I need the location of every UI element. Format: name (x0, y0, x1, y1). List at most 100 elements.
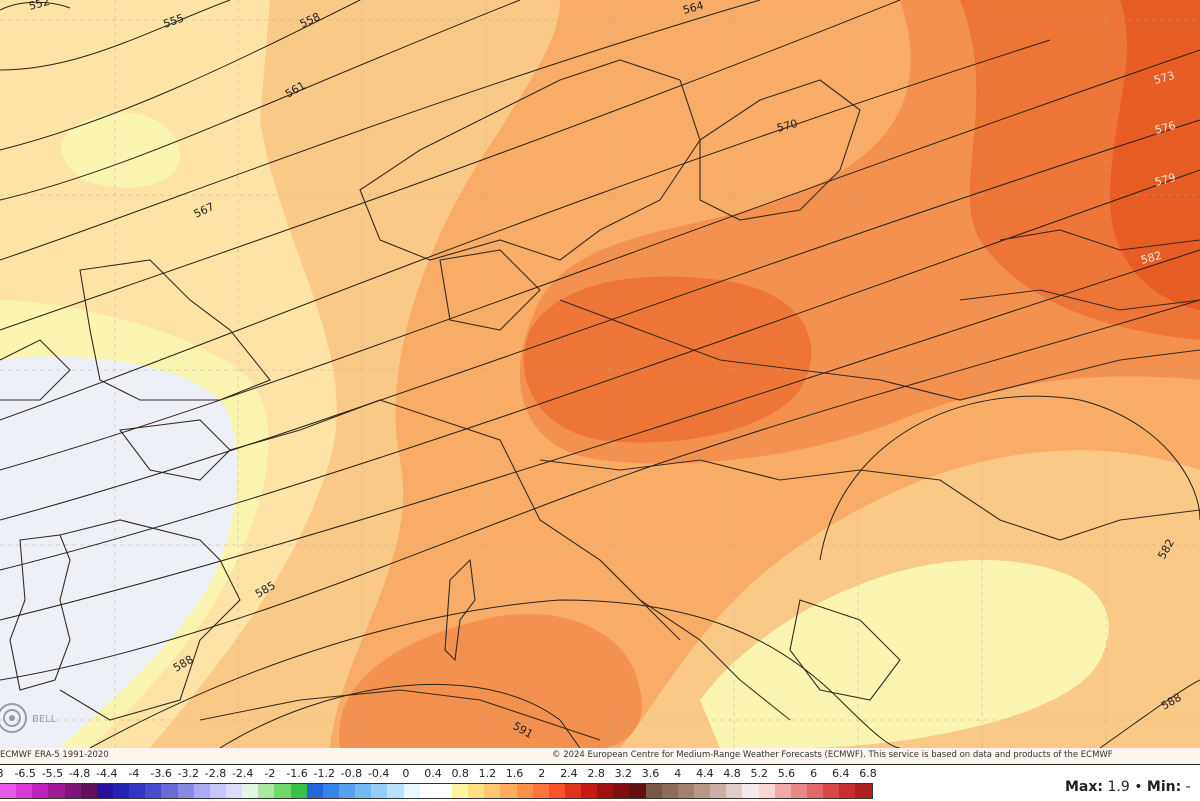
legend-tick-label: 3.2 (614, 767, 633, 780)
contour-564 (0, 0, 761, 261)
contour-552 (0, 1, 71, 11)
legend-tick-label: -3.6 (150, 767, 172, 780)
legend-swatch (225, 784, 243, 798)
contour-585 (0, 299, 1200, 681)
legend-tick-label: -4.8 (68, 767, 91, 780)
legend-swatch (338, 784, 356, 798)
legend-tick-label: 0.4 (424, 767, 442, 780)
legend-swatch (548, 784, 565, 798)
legend-tick-label: 5.6 (777, 767, 796, 780)
contour-582 (0, 249, 1200, 621)
legend-tick-label: -0.4 (367, 767, 390, 780)
svg-text:582: 582 (1139, 249, 1163, 267)
legend-tick-label: 2.8 (587, 767, 605, 780)
legend-tick-label: -2 (264, 767, 276, 780)
legend-swatch (64, 784, 81, 798)
legend-tick-label: 4.4 (696, 767, 714, 780)
legend-tick-label: 4.8 (723, 767, 741, 780)
svg-text:576: 576 (1153, 119, 1177, 137)
legend-swatch (855, 784, 872, 798)
legend-tick-label: 1.6 (505, 767, 524, 780)
legend-swatch (661, 784, 678, 798)
legend-swatch (435, 784, 452, 798)
legend-tick-label: -2.8 (204, 767, 227, 780)
anomaly-map: 552 555 558 561 564 567 570 573 576 579 … (0, 0, 1200, 748)
contour-567 (0, 0, 901, 331)
legend-swatch (403, 784, 420, 798)
legend-swatch (80, 784, 97, 798)
contour-558 (0, 0, 361, 151)
legend-swatch (468, 784, 485, 798)
legend-swatch (129, 784, 146, 798)
legend-colorbar (0, 783, 873, 799)
legend-swatch (145, 784, 162, 798)
legend-tick-label: 4 (674, 767, 682, 780)
legend-swatch (419, 784, 436, 798)
legend-swatch (371, 784, 388, 798)
legend-swatch (726, 784, 743, 798)
legend-swatch (16, 784, 33, 798)
legend-swatch (790, 784, 808, 798)
legend-tick-label: -1.6 (286, 767, 308, 780)
coastlines (0, 59, 1200, 741)
legend-swatch (242, 784, 259, 798)
legend-swatch (290, 784, 307, 798)
graticule (0, 0, 1200, 748)
legend-swatch (597, 784, 614, 798)
legend-swatch (258, 784, 275, 798)
field-pale-yellow-east (700, 560, 1109, 748)
contour-561 (0, 0, 521, 201)
legend-tick-label: -1.2 (313, 767, 335, 780)
legend-ticks: -8 -6.5 -5.5 -4.8 -4.4 -4 -3.6 -3.2 -2.8 -2.4 -2 -1… (0, 767, 880, 783)
legend-swatch (823, 784, 840, 798)
legend-swatch (839, 784, 856, 798)
legend-swatch (48, 784, 65, 798)
legend-swatch (193, 784, 210, 798)
contour-573 (0, 49, 1200, 471)
contour-591 (219, 683, 581, 748)
legend-tick-label: -0.8 (340, 767, 363, 780)
svg-text:570: 570 (775, 117, 799, 135)
legend-tick-label: -4.4 (96, 767, 118, 780)
legend-swatch (451, 784, 469, 798)
min-label: Min: (1146, 779, 1182, 795)
legend-swatch (645, 784, 662, 798)
contour-579 (0, 169, 1200, 571)
legend-swatch (32, 784, 49, 798)
copyright-notice: © 2024 European Centre for Medium-Range … (552, 750, 1113, 760)
min-value: - (1185, 779, 1191, 795)
legend-tick-label: -4 (128, 767, 140, 780)
legend-swatch (564, 784, 582, 798)
legend-tick-label: 5.2 (750, 767, 769, 780)
legend-tick-label: 2 (538, 767, 546, 780)
color-legend: -8-6.5-5.5-4.8-4.4-4-3.6-3.2-2.8-2.4-2-1… (0, 764, 1200, 801)
legend-swatch (774, 784, 791, 798)
svg-text:564: 564 (681, 0, 705, 17)
legend-swatch (629, 784, 646, 798)
legend-swatch (274, 784, 291, 798)
credits-bar: ECMWF ERA-5 1991-2020 © 2024 European Ce… (0, 748, 1200, 764)
max-label: Max: (1065, 779, 1104, 795)
legend-tick-label: 2.4 (560, 767, 578, 780)
legend-swatch (581, 784, 598, 798)
bell-logo: BELL (0, 703, 57, 733)
legend-swatch (112, 784, 130, 798)
contour-582-east (819, 395, 1200, 561)
legend-swatch (306, 784, 323, 798)
contour-555 (0, 0, 231, 71)
field-pale-yellow-top (61, 112, 181, 188)
legend-swatch (613, 784, 630, 798)
separator: • (1134, 779, 1143, 795)
legend-tick-label: 0.8 (451, 767, 469, 780)
legend-swatch (484, 784, 501, 798)
legend-swatch (710, 784, 727, 798)
legend-swatch (677, 784, 695, 798)
legend-swatch (355, 784, 372, 798)
legend-tick-label: 3.6 (641, 767, 660, 780)
legend-tick-label: 1.2 (478, 767, 497, 780)
legend-swatch (694, 784, 711, 798)
svg-text:BELL: BELL (32, 714, 57, 725)
contour-570 (0, 39, 1051, 421)
svg-text:579: 579 (1153, 171, 1177, 189)
legend-swatch (807, 784, 824, 798)
